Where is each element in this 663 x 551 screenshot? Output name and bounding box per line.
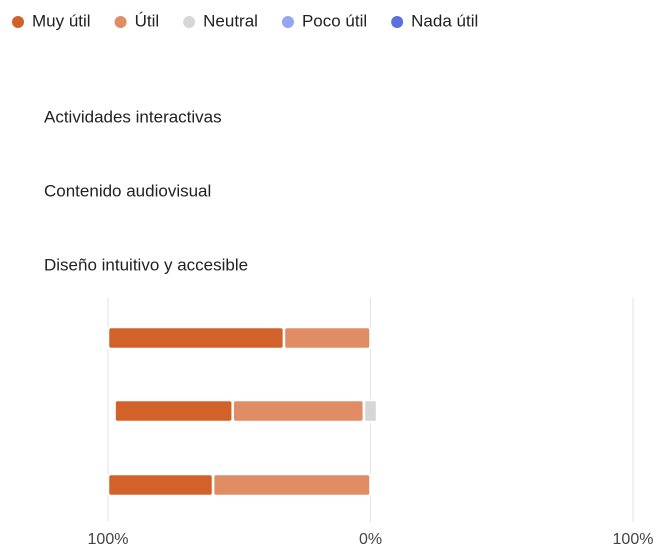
legend-label: Nada útil [411,11,478,30]
legend-marker [12,16,24,28]
x-tick-label: 0% [359,531,382,548]
bar-segment [282,325,372,351]
category-label: Contenido audiovisual [44,181,211,200]
x-tick-label: 100% [613,531,654,548]
legend-marker [281,16,294,28]
category-label: Diseño intuitivo y accesible [44,255,248,274]
legend-label: Muy útil [32,11,91,30]
bar-segment [362,398,379,424]
legend-label: Poco útil [302,11,367,30]
category-label: Actividades interactivas [44,107,222,126]
legend-marker [391,16,404,28]
bar-segment [113,398,234,424]
bar-segment [106,325,286,351]
legend-marker [183,16,196,28]
bar-segment [106,472,215,498]
x-tick-label: 100% [88,531,129,548]
bar-segment [211,472,372,498]
bar-segment [231,398,366,424]
legend-label: Neutral [203,11,258,30]
legend-label: Útil [135,11,160,30]
legend-marker [114,16,127,28]
